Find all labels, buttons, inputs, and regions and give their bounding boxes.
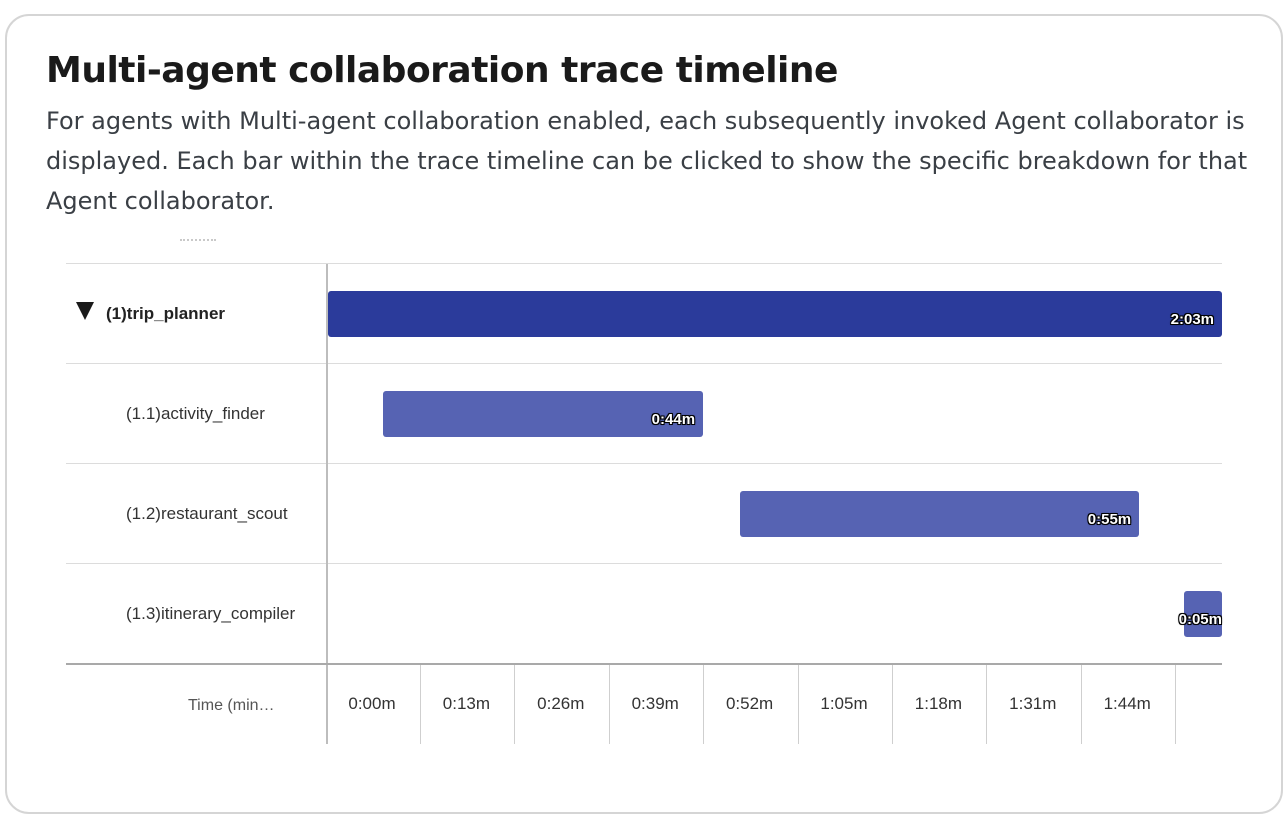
tick-label: 1:18m	[914, 694, 963, 713]
tick-label: 0:00m	[348, 694, 396, 713]
tick-separator	[514, 665, 516, 744]
row-divider	[66, 363, 1222, 364]
tick-label: 0:52m	[725, 694, 774, 713]
page-description: For agents with Multi-agent collaboratio…	[46, 107, 1248, 215]
tick-label: 1:05m	[820, 694, 868, 713]
label-column-divider	[326, 264, 328, 744]
trace-bar-activity-finder[interactable]: 0:44m	[382, 391, 704, 437]
collapse-caret-icon[interactable]	[76, 302, 94, 320]
trace-bar-itinerary-compiler[interactable]: 0:05m	[1179, 591, 1222, 637]
tick-separator	[420, 665, 421, 744]
row-label-activity-finder[interactable]: (1.1)activity_finder	[126, 404, 265, 423]
tick-separator	[986, 665, 988, 744]
tick-label: 0:26m	[537, 694, 585, 713]
bar-duration-label: 0:55m	[1087, 511, 1132, 528]
row-label-restaurant-scout[interactable]: (1.2)restaurant_scout	[126, 504, 288, 523]
row-divider	[66, 263, 1222, 264]
row-label-itinerary-compiler[interactable]: (1.3)itinerary_compiler	[126, 604, 296, 623]
row-label-trip-planner[interactable]: (1)trip_planner	[106, 304, 226, 323]
tick-separator	[1175, 665, 1177, 744]
tick-label: 1:31m	[1009, 694, 1057, 713]
tick-label: 1:44m	[1103, 694, 1151, 713]
trace-bar-restaurant-scout[interactable]: 0:55m	[740, 491, 1140, 537]
row-divider	[66, 463, 1222, 464]
tick-separator	[797, 665, 799, 744]
tick-label: 0:13m	[442, 694, 491, 713]
trace-bar-trip-planner[interactable]: 2:03m	[328, 291, 1222, 337]
tick-label: 0:39m	[631, 694, 679, 713]
bar-duration-label: 0:05m	[1178, 611, 1222, 628]
time-axis-line	[66, 663, 1222, 665]
page-title: Multi-agent collaboration trace timeline	[46, 50, 838, 91]
axis-title: Time (min…	[188, 697, 275, 714]
truncated-header-fragment	[180, 236, 216, 241]
tick-separator	[1080, 665, 1082, 744]
tick-separator	[892, 665, 893, 744]
row-divider	[66, 563, 1222, 564]
tick-separator	[608, 665, 610, 744]
bar-duration-label: 0:44m	[651, 411, 696, 428]
bar-duration-label: 2:03m	[1170, 311, 1214, 328]
tick-separator	[703, 665, 705, 744]
